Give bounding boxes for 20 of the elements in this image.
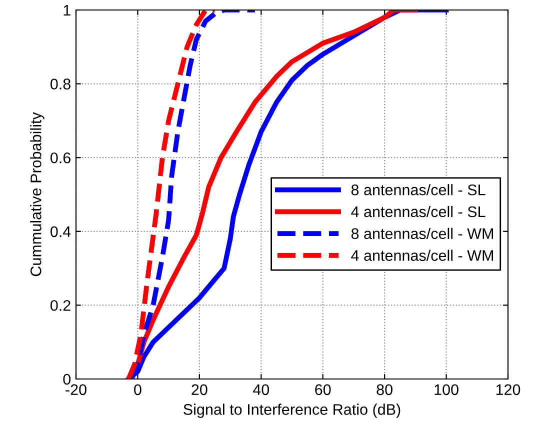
y-tick-label: 1 <box>64 5 70 16</box>
legend-label: 8 antennas/cell - SL <box>351 184 486 196</box>
legend-label: 8 antennas/cell - WM <box>351 228 494 240</box>
x-tick-label: 120 <box>496 384 520 396</box>
x-tick-label: 100 <box>434 384 458 396</box>
x-tick-label: 60 <box>315 384 331 396</box>
x-tick-label: 40 <box>253 384 270 396</box>
y-axis-title: Cummulative Probability <box>30 112 44 276</box>
y-tick-label: 0.6 <box>50 152 70 164</box>
x-tick-label: 80 <box>376 384 392 396</box>
x-tick-label: 0 <box>134 384 142 396</box>
legend-label: 4 antennas/cell - SL <box>351 206 486 218</box>
x-tick-label: -20 <box>66 384 86 396</box>
legend-label: 4 antennas/cell - WM <box>351 250 494 261</box>
y-tick-label: 0.2 <box>50 300 70 311</box>
y-tick-label: 0.4 <box>50 226 71 238</box>
x-axis-title: Signal to Interference Ratio (dB) <box>184 404 400 418</box>
x-tick-label: 20 <box>192 384 208 396</box>
y-tick-label: 0.8 <box>50 78 70 90</box>
y-tick-label: 0 <box>63 374 71 385</box>
